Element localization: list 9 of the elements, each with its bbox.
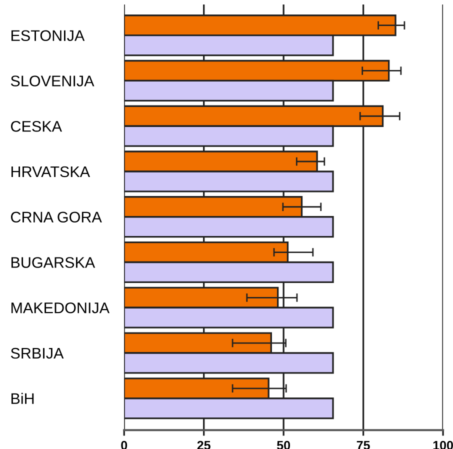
y-tick-label: CRNA GORA (11, 212, 102, 223)
y-tick-label: HRVATSKA (11, 166, 90, 178)
y-tick-label: BUGARSKA (11, 257, 96, 268)
y-tick-label: CESKA (11, 120, 62, 132)
y-tick-label: MAKEDONIJA (11, 302, 110, 314)
y-tick-label: ESTONIJA (11, 30, 85, 42)
y-tick-label: BiH (11, 392, 34, 404)
y-tick-label: SRBIJA (10, 348, 64, 359)
y-tick-label: SLOVENIJA (10, 76, 94, 86)
